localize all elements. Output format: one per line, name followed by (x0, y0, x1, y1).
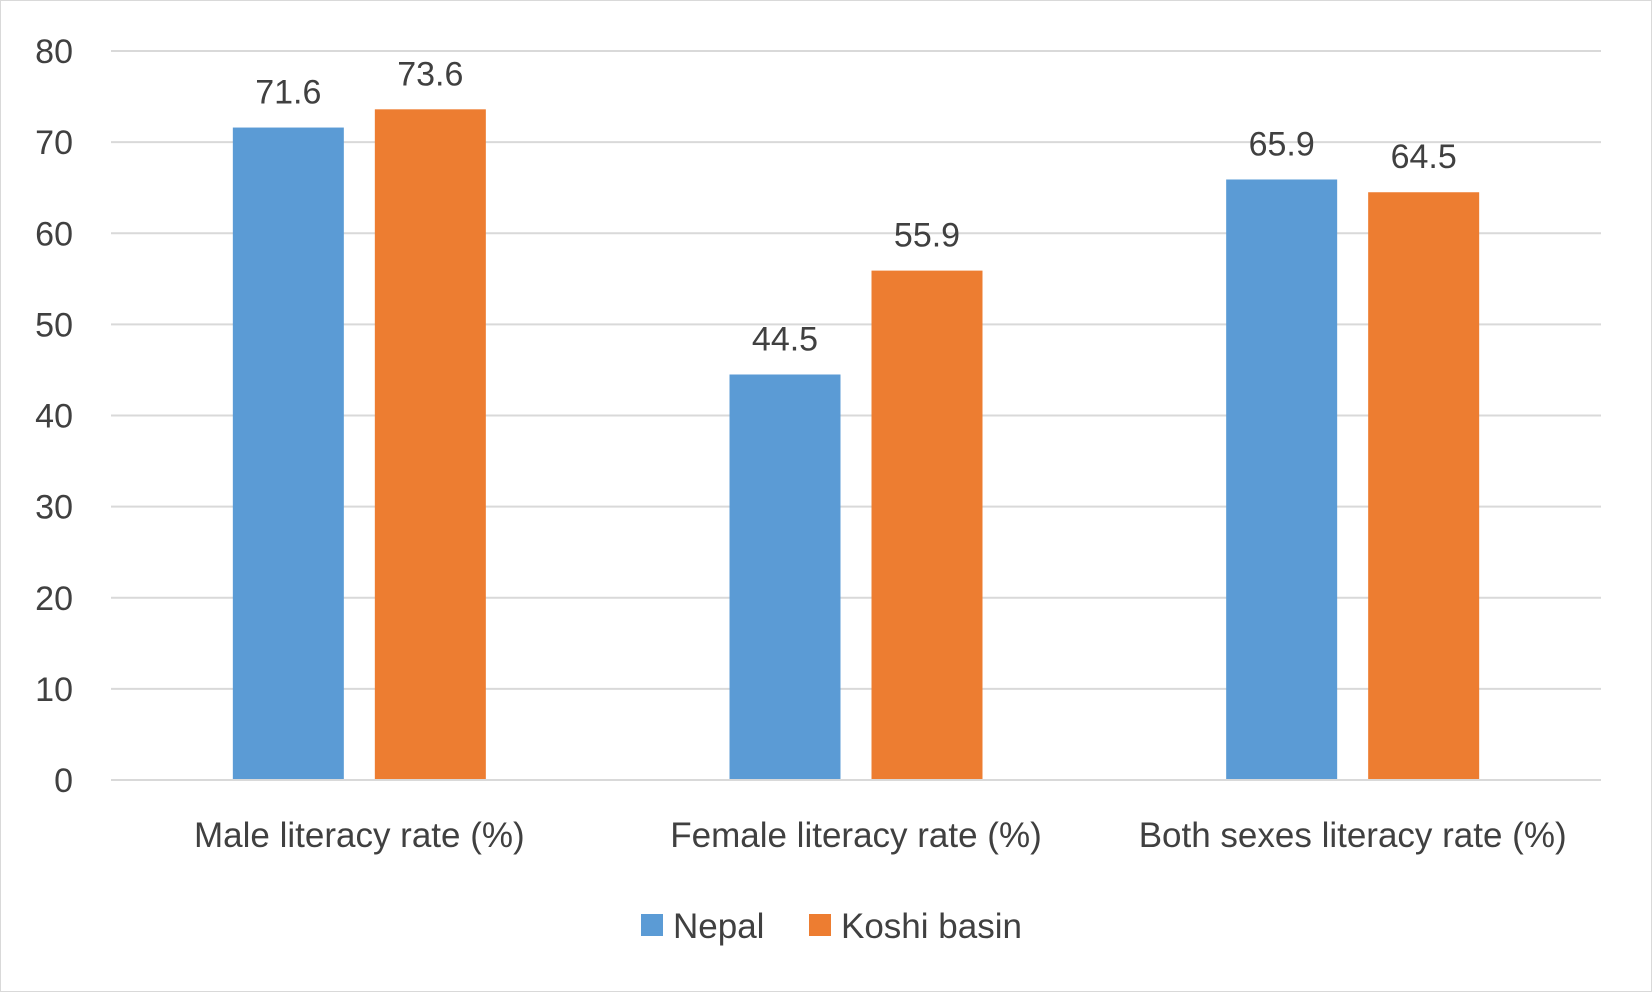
x-category-label: Male literacy rate (%) (194, 816, 525, 855)
bar-koshi-basin (374, 109, 486, 780)
x-category-label: Female literacy rate (%) (670, 816, 1041, 855)
bar-nepal (232, 127, 344, 781)
y-tick-label: 80 (35, 33, 73, 71)
y-tick-label: 60 (35, 215, 73, 253)
legend-swatch-nepal (641, 914, 663, 936)
legend-label: Nepal (673, 907, 764, 946)
bar-koshi-basin (1368, 192, 1480, 780)
x-category-label: Both sexes literacy rate (%) (1139, 816, 1567, 855)
data-label: 73.6 (397, 55, 463, 93)
legend-label: Koshi basin (841, 907, 1022, 946)
y-tick-label: 70 (35, 124, 73, 162)
data-label: 71.6 (255, 74, 321, 112)
y-tick-label: 20 (35, 580, 73, 618)
data-label: 44.5 (752, 320, 818, 358)
bar-nepal (729, 374, 841, 780)
y-tick-label: 50 (35, 306, 73, 344)
y-tick-label: 40 (35, 398, 73, 436)
bar-koshi-basin (871, 270, 983, 780)
data-label: 64.5 (1391, 138, 1457, 176)
data-label: 55.9 (894, 217, 960, 255)
y-tick-label: 0 (54, 762, 73, 800)
bar-nepal (1226, 179, 1338, 780)
y-tick-label: 30 (35, 489, 73, 527)
legend-swatch-koshi-basin (809, 914, 831, 936)
data-label: 65.9 (1249, 125, 1315, 163)
y-tick-label: 10 (35, 671, 73, 709)
